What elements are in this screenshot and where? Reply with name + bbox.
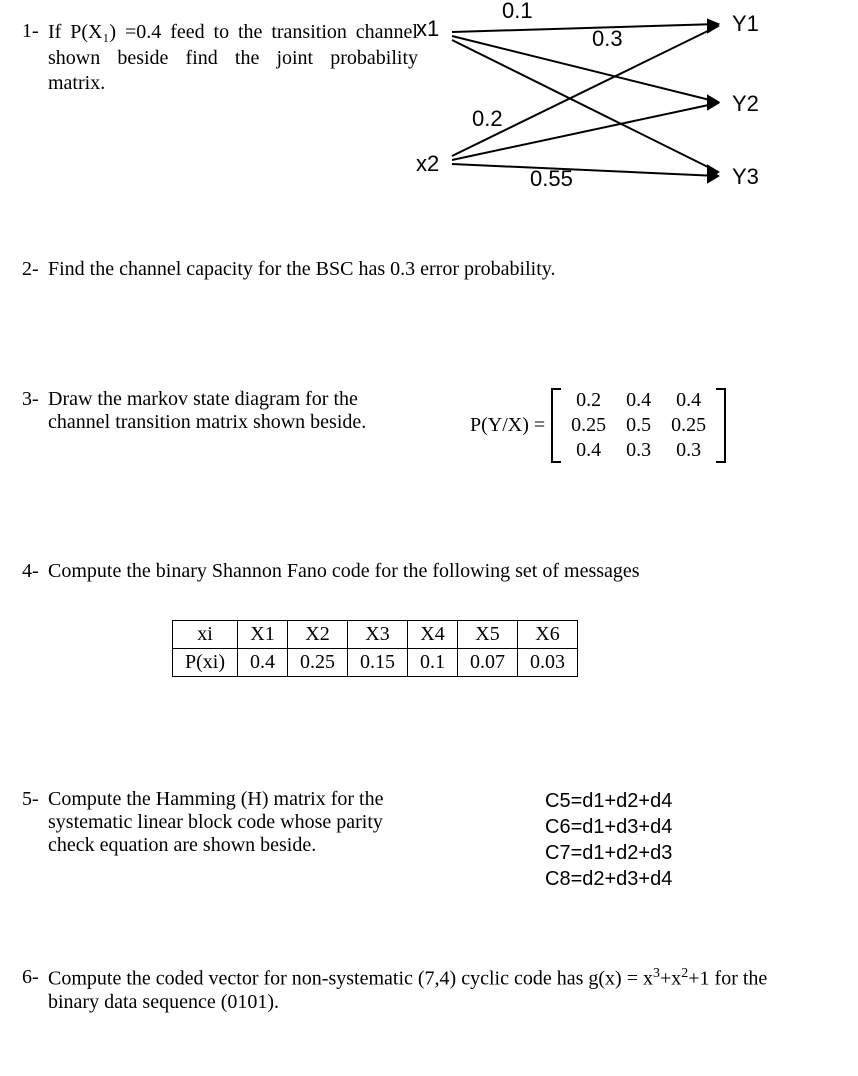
- eqn-0: C5=d1+d2+d4: [545, 788, 672, 814]
- v-3: 0.1: [408, 649, 458, 677]
- q3-index: 3-: [22, 388, 48, 411]
- m-0-0: 0.2: [561, 388, 616, 413]
- q6-sup1: 3: [653, 966, 660, 981]
- label-y2: Y2: [732, 91, 759, 117]
- question-5: 5- Compute the Hamming (H) matrix for th…: [22, 788, 428, 857]
- row-label: P(xi): [173, 649, 238, 677]
- table-value-row: P(xi) 0.4 0.25 0.15 0.1 0.07 0.03: [173, 649, 578, 677]
- eqn-3: C8=d2+d3+d4: [545, 866, 672, 892]
- th-4: X4: [408, 621, 458, 649]
- m-0-1: 0.4: [616, 388, 661, 413]
- q4-index: 4-: [22, 560, 48, 583]
- m-1-1: 0.5: [616, 413, 661, 438]
- q3-text: Draw the markov state diagram for the ch…: [48, 388, 388, 434]
- table-header-row: xi X1 X2 X3 X4 X5 X6: [173, 621, 578, 649]
- label-x2: x2: [416, 151, 439, 177]
- m-0-2: 0.4: [661, 388, 716, 413]
- v-4: 0.07: [458, 649, 518, 677]
- label-y3: Y3: [732, 164, 759, 190]
- question-6: 6- Compute the coded vector for non-syst…: [22, 966, 822, 1014]
- q6-index: 6-: [22, 966, 48, 989]
- question-1: 1- If P(X₁) =0.4 feed to the transition …: [22, 20, 418, 97]
- q6-a: Compute the coded vector for non-systema…: [48, 968, 653, 990]
- th-5: X5: [458, 621, 518, 649]
- q5-index: 5-: [22, 788, 48, 811]
- transition-diagram: x1 x2 Y1 Y2 Y3 0.1 0.3 0.2 0.55: [410, 6, 830, 206]
- prob-top: 0.1: [502, 0, 533, 24]
- th-2: X2: [288, 621, 348, 649]
- label-y1: Y1: [732, 11, 759, 37]
- bracket-right: [716, 388, 726, 463]
- th-1: X1: [238, 621, 288, 649]
- q2-text: Find the channel capacity for the BSC ha…: [48, 258, 555, 281]
- eqn-1: C6=d1+d3+d4: [545, 814, 672, 840]
- q1-index: 1-: [22, 20, 48, 43]
- q5-text: Compute the Hamming (H) matrix for the s…: [48, 788, 428, 857]
- q2-index: 2-: [22, 258, 48, 281]
- m-1-0: 0.25: [561, 413, 616, 438]
- v-5: 0.03: [518, 649, 578, 677]
- th-3: X3: [348, 621, 408, 649]
- label-x1: x1: [416, 16, 439, 42]
- v-0: 0.4: [238, 649, 288, 677]
- m-1-2: 0.25: [661, 413, 716, 438]
- m-2-2: 0.3: [661, 438, 716, 463]
- m-2-1: 0.3: [616, 438, 661, 463]
- question-2: 2- Find the channel capacity for the BSC…: [22, 258, 555, 281]
- eqn-2: C7=d1+d2+d3: [545, 840, 672, 866]
- shannon-fano-table: xi X1 X2 X3 X4 X5 X6 P(xi) 0.4 0.25 0.15…: [22, 610, 822, 677]
- page: 1- If P(X₁) =0.4 feed to the transition …: [0, 0, 858, 1076]
- m-2-0: 0.4: [561, 438, 616, 463]
- matrix-label: P(Y/X) =: [470, 414, 545, 437]
- prob-bottom: 0.55: [530, 166, 573, 192]
- q6-b: +x: [660, 968, 681, 990]
- q4-text: Compute the binary Shannon Fano code for…: [48, 560, 640, 583]
- question-4: 4- Compute the binary Shannon Fano code …: [22, 560, 640, 583]
- q6-text: Compute the coded vector for non-systema…: [48, 966, 822, 1014]
- q1-text: If P(X₁) =0.4 feed to the transition cha…: [48, 20, 418, 97]
- prob-x2-y1: 0.2: [472, 106, 503, 132]
- parity-equations: C5=d1+d2+d4 C6=d1+d3+d4 C7=d1+d2+d3 C8=d…: [545, 788, 672, 892]
- th-0: xi: [173, 621, 238, 649]
- th-6: X6: [518, 621, 578, 649]
- question-3: 3- Draw the markov state diagram for the…: [22, 388, 388, 434]
- prob-x1-y2: 0.3: [592, 26, 623, 52]
- v-1: 0.25: [288, 649, 348, 677]
- transition-matrix: P(Y/X) = 0.2 0.4 0.4 0.25 0.5 0.25 0.4 0…: [470, 388, 726, 463]
- v-2: 0.15: [348, 649, 408, 677]
- matrix-table: 0.2 0.4 0.4 0.25 0.5 0.25 0.4 0.3 0.3: [561, 388, 716, 463]
- bracket-left: [551, 388, 561, 463]
